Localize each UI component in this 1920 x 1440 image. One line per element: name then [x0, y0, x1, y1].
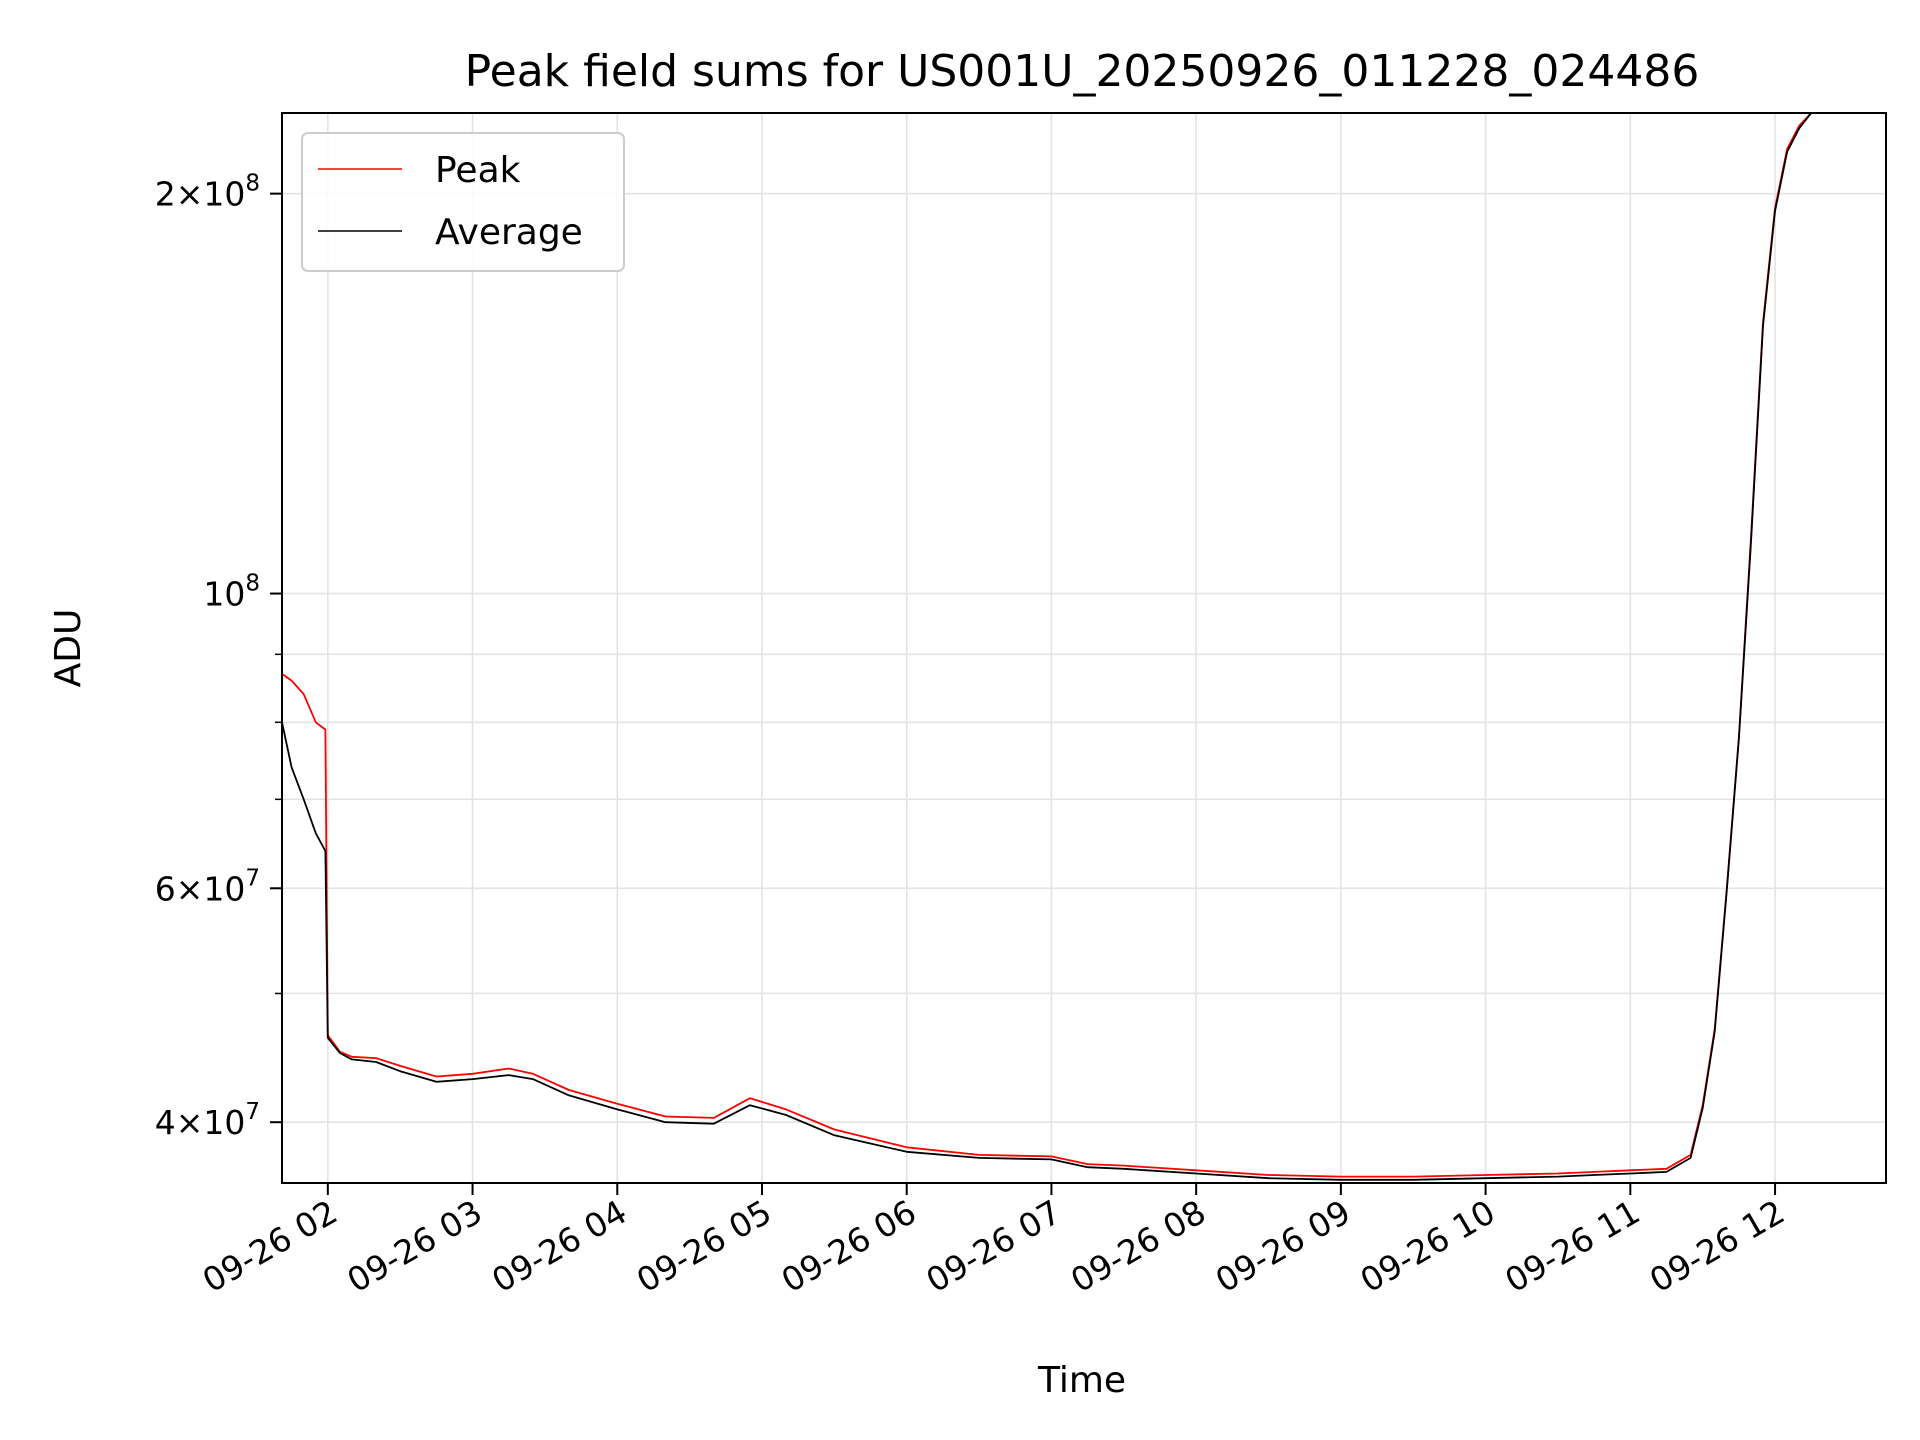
y-tick-label: 4×107 [155, 1099, 260, 1142]
legend: Peak Average [301, 132, 625, 272]
y-tick-label: 2×108 [155, 171, 260, 214]
series-line-average [282, 113, 1812, 1181]
legend-label-average: Average [435, 212, 583, 253]
grid-lines [282, 113, 1886, 1183]
legend-box [301, 132, 625, 272]
y-axis-label: ADU [48, 609, 89, 688]
y-tick-label: 108 [203, 571, 260, 614]
plot-frame [281, 112, 1887, 1184]
chart-title: Peak field sums for US001U_20250926_0112… [465, 46, 1700, 97]
series-layer [282, 113, 1812, 1181]
y-axis: 4×107 6×107 108 2×108 [155, 171, 282, 1142]
x-axis-label: Time [1037, 1360, 1126, 1401]
y-tick-label: 6×107 [155, 865, 260, 908]
legend-label-peak: Peak [435, 150, 521, 191]
